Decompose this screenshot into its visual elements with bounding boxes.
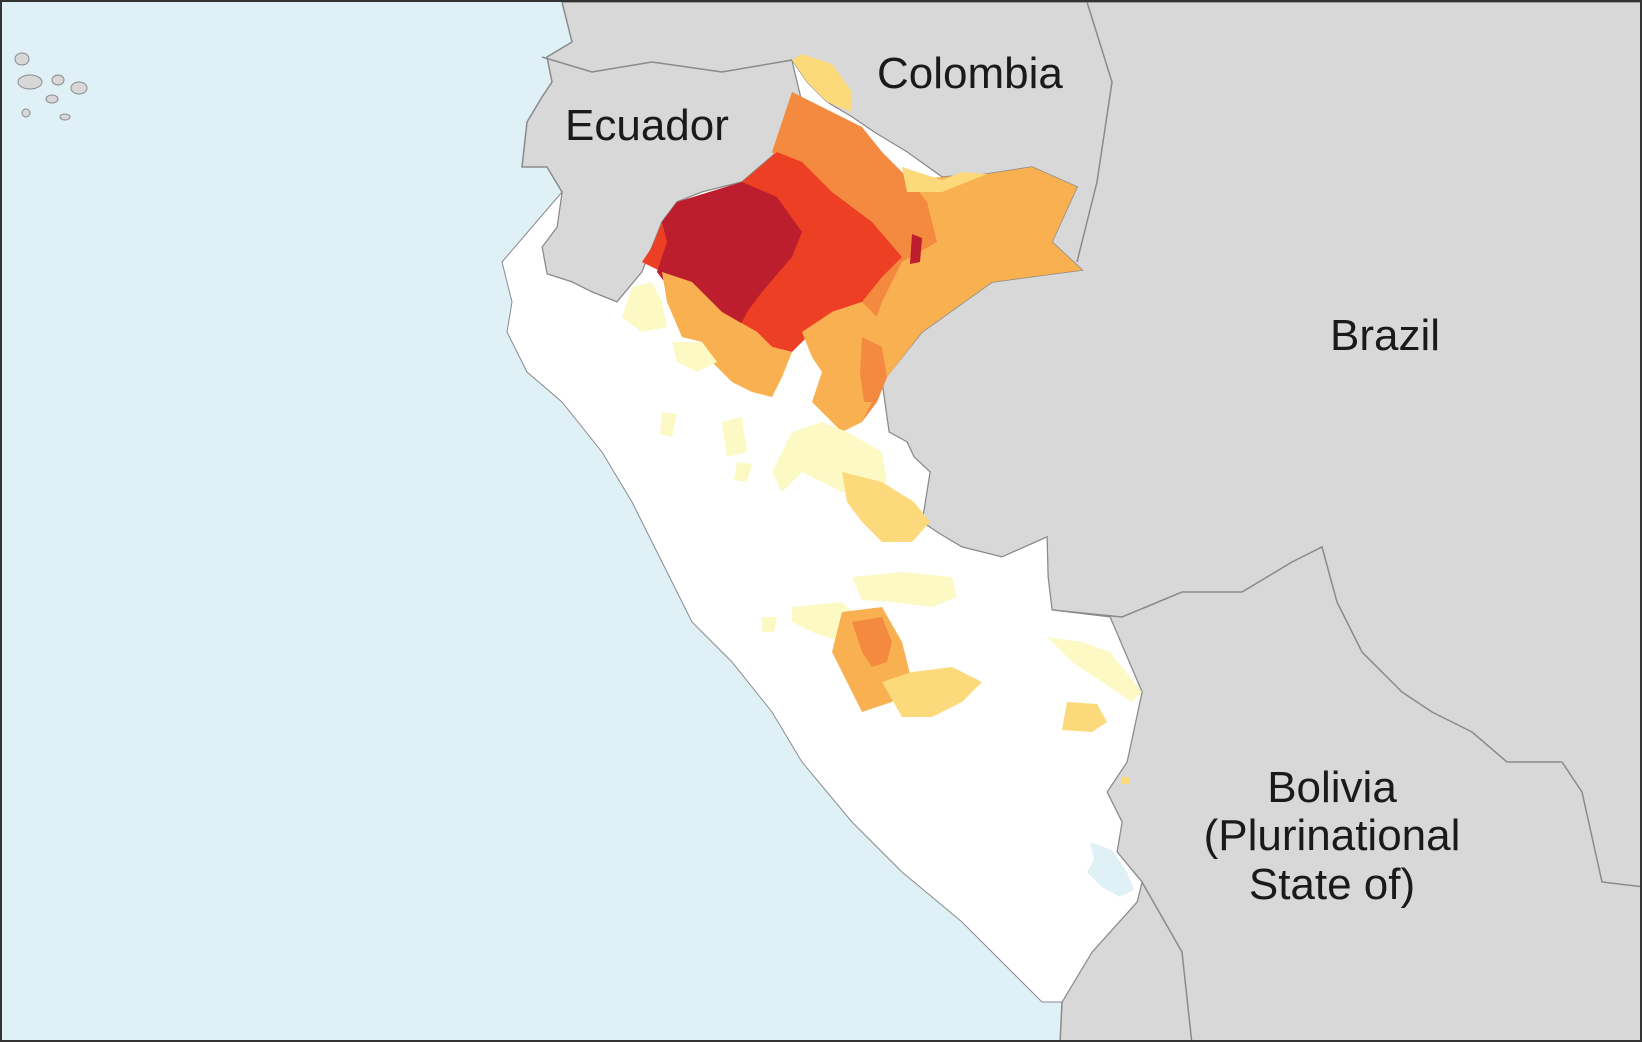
region-class-2 xyxy=(842,472,930,542)
border-bolivia-chile xyxy=(1141,881,1193,1040)
island xyxy=(14,52,30,66)
region-class-2 xyxy=(792,54,852,112)
border-brazil-bolivia xyxy=(1051,545,1640,888)
island xyxy=(59,113,71,121)
region-class-2 xyxy=(1062,702,1107,732)
country-label-bolivia-line-1: Bolivia xyxy=(1267,763,1397,812)
country-label-brazil: Brazil xyxy=(1330,311,1441,360)
region-class-2 xyxy=(902,167,987,192)
region-class-3 xyxy=(662,272,792,397)
island xyxy=(51,74,65,86)
region-class-4 xyxy=(860,337,887,402)
lake-titicaca xyxy=(1087,842,1134,897)
galapagos-islands xyxy=(14,52,88,121)
country-label-bolivia-line-3: State of) xyxy=(1248,859,1416,909)
border-ecuador-colombia xyxy=(541,56,793,73)
region-class-1 xyxy=(672,342,717,372)
region-class-1 xyxy=(772,422,887,492)
region-class-1 xyxy=(1047,637,1142,702)
region-class-6 xyxy=(910,234,922,264)
country-label-ecuador: Ecuador xyxy=(565,101,729,150)
island xyxy=(17,74,43,90)
region-class-1 xyxy=(722,417,747,457)
region-class-2 xyxy=(1122,777,1130,784)
region-class-1 xyxy=(734,462,752,482)
region-class-1 xyxy=(660,412,677,437)
country-label-colombia: Colombia xyxy=(877,49,1063,98)
region-class-1 xyxy=(762,617,777,632)
choropleth-regions xyxy=(622,54,1142,784)
island xyxy=(70,81,88,95)
region-class-1 xyxy=(852,572,957,607)
region-class-2 xyxy=(882,667,982,717)
country-label-bolivia: Bolivia (Plurinational State of) xyxy=(1172,763,1492,909)
region-class-4 xyxy=(852,617,892,667)
island xyxy=(45,94,59,104)
country-label-bolivia-line-2: (Plurinational xyxy=(1203,811,1461,861)
international-borders xyxy=(541,2,1640,1040)
border-colombia-brazil xyxy=(1076,2,1113,263)
peru xyxy=(501,59,1143,1003)
region-class-1 xyxy=(622,282,667,332)
island xyxy=(21,108,31,118)
